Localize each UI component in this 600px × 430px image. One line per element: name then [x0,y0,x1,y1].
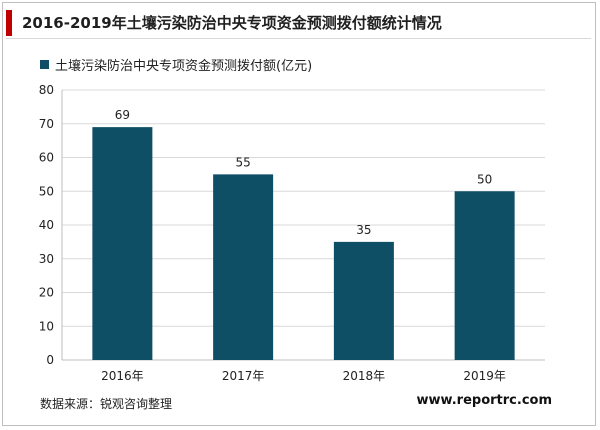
title-bar: 2016-2019年土壤污染防治中央专项资金预测拨付额统计情况 [6,8,591,39]
y-tick-label: 40 [39,218,54,232]
data-label: 69 [115,108,130,122]
data-label: 35 [356,223,371,237]
bar [454,191,515,360]
y-tick-label: 60 [39,151,54,165]
data-label: 55 [235,155,250,169]
legend-label: 土壤污染防治中央专项资金预测拨付额(亿元) [55,59,313,74]
y-tick-label: 80 [39,83,54,97]
website-label: www.reportrc.com [416,393,552,408]
y-tick-label: 10 [39,319,54,333]
chart-title: 2016-2019年土壤污染防治中央专项资金预测拨付额统计情况 [22,14,442,32]
y-tick-label: 0 [46,353,54,367]
legend: 土壤污染防治中央专项资金预测拨付额(亿元) [40,55,312,74]
x-tick-label: 2016年 [101,369,144,383]
y-tick-label: 70 [39,117,54,131]
data-label: 50 [477,172,492,186]
x-tick-label: 2018年 [343,369,386,383]
bar [333,241,394,360]
bar [92,127,153,360]
data-source: 数据来源：锐观咨询整理 [40,397,173,411]
bar [213,174,274,360]
y-tick-label: 50 [39,184,54,198]
x-tick-label: 2019年 [463,369,506,383]
y-tick-label: 30 [39,252,54,266]
x-tick-label: 2017年 [222,369,265,383]
legend-swatch [40,60,49,69]
title-accent-bar [6,10,12,36]
y-tick-label: 20 [39,286,54,300]
